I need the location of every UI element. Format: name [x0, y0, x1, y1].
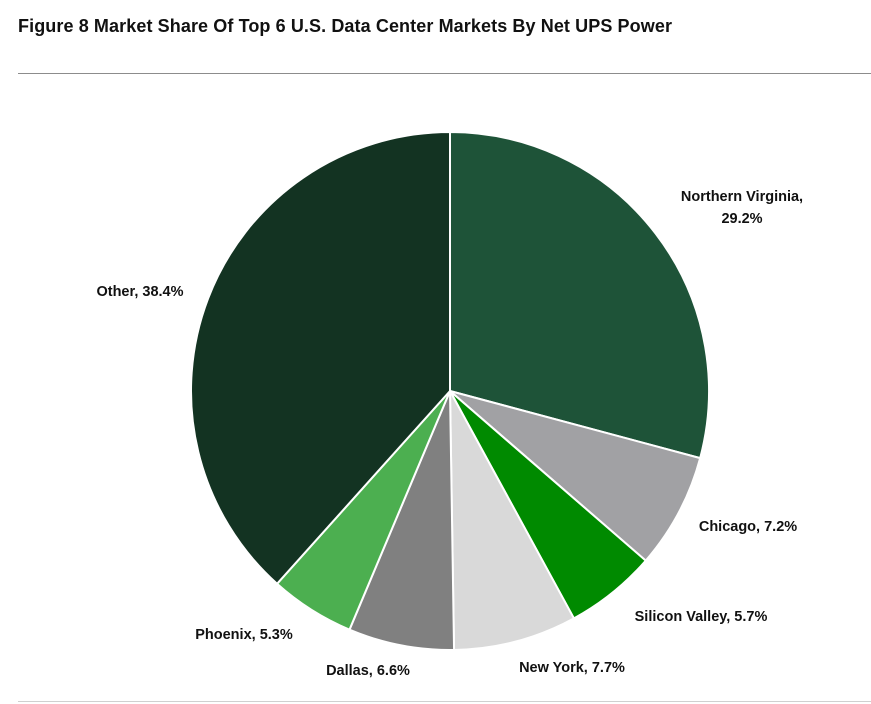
- footer-divider: [18, 701, 871, 702]
- slice-label-silicon-valley: Silicon Valley, 5.7%: [635, 609, 768, 625]
- slice-label-dallas: Dallas, 6.6%: [326, 663, 410, 679]
- slice-label-line: Phoenix, 5.3%: [195, 627, 293, 643]
- pie-slice-other: [190, 131, 451, 585]
- slice-label-line: Silicon Valley, 5.7%: [635, 609, 768, 625]
- slice-label-northern-virginia: Northern Virginia, 29.2%: [681, 189, 803, 227]
- slice-label-line: Northern Virginia,: [681, 189, 803, 205]
- slice-label-line: Dallas, 6.6%: [326, 663, 410, 679]
- pie-labels: Northern Virginia, 29.2% Chicago, 7.2% Sili…: [96, 189, 803, 679]
- slice-label-phoenix: Phoenix, 5.3%: [195, 627, 293, 643]
- pie-slice-chicago: [449, 390, 702, 562]
- slice-label-line: New York, 7.7%: [519, 660, 625, 676]
- pie-slice-northern-virginia: [449, 131, 710, 460]
- slice-label-line: 29.2%: [721, 211, 762, 227]
- pie-slices: [190, 131, 710, 651]
- pie-slice-dallas: [348, 390, 456, 651]
- slice-label-line: Chicago, 7.2%: [699, 519, 797, 535]
- slice-label-chicago: Chicago, 7.2%: [699, 519, 797, 535]
- chart-title: Figure 8 Market Share Of Top 6 U.S. Data…: [18, 16, 673, 36]
- slice-label-line: Other, 38.4%: [96, 284, 183, 300]
- slice-label-new-york: New York, 7.7%: [519, 660, 625, 676]
- title-divider: [18, 73, 871, 74]
- pie-slice-new-york: [449, 390, 575, 651]
- slice-label-other: Other, 38.4%: [96, 284, 183, 300]
